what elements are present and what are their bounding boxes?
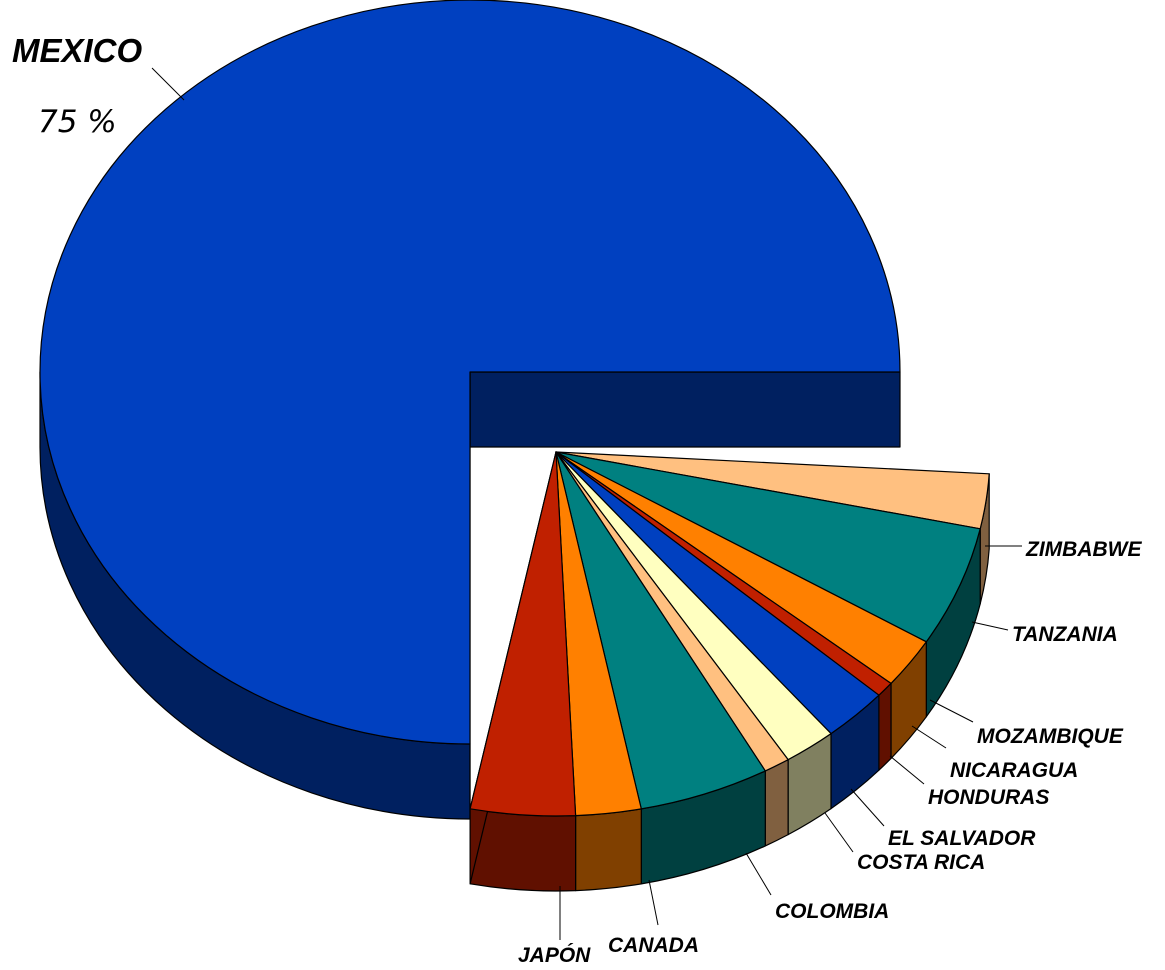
- label-colombia: COLOMBIA: [775, 900, 889, 923]
- percent-mexico: 75 %: [38, 104, 117, 140]
- leader-tanzania: [971, 621, 1009, 631]
- slice-side-japon: [469, 808, 577, 892]
- leader-mozambique: [929, 699, 974, 723]
- leader-mexico: [151, 67, 185, 101]
- label-costa-rica: COSTA RICA: [857, 851, 985, 874]
- leader-lines-layer: [151, 67, 1022, 940]
- label-honduras: HONDURAS: [928, 786, 1049, 809]
- leader-el-salvador: [850, 788, 885, 827]
- slice-mexico: [39, 0, 901, 745]
- label-mexico: MEXICO: [12, 32, 143, 69]
- slice-side-nicaragua: [878, 682, 892, 771]
- leader-nicaragua: [911, 725, 947, 749]
- slice-side-canada: [575, 808, 642, 892]
- slice-japon: [469, 451, 577, 817]
- label-mozambique: MOZAMBIQUE: [977, 725, 1124, 748]
- leader-canada: [648, 879, 659, 926]
- label-zimbabwe: ZIMBABWE: [1025, 538, 1142, 561]
- slice-tanzania: [555, 451, 981, 643]
- label-el-salvador: EL SALVADOR: [888, 827, 1036, 850]
- label-canada: CANADA: [608, 934, 699, 957]
- slice-side-costa-rica: [764, 759, 789, 847]
- leader-honduras: [889, 755, 925, 785]
- labels-layer: MEXICO 75 % JAPÓN CANADA COLOMBIA COSTA RICAE…: [12, 32, 1142, 967]
- label-nicaragua: NICARAGUA: [950, 759, 1078, 782]
- slice-face-mexico: [469, 371, 901, 448]
- label-japon: JAPÓN: [518, 943, 591, 967]
- leader-colombia: [745, 852, 772, 896]
- label-tanzania: TANZANIA: [1012, 623, 1118, 646]
- pie-tops-layer: [39, 0, 990, 817]
- leader-costa-rica: [824, 812, 854, 853]
